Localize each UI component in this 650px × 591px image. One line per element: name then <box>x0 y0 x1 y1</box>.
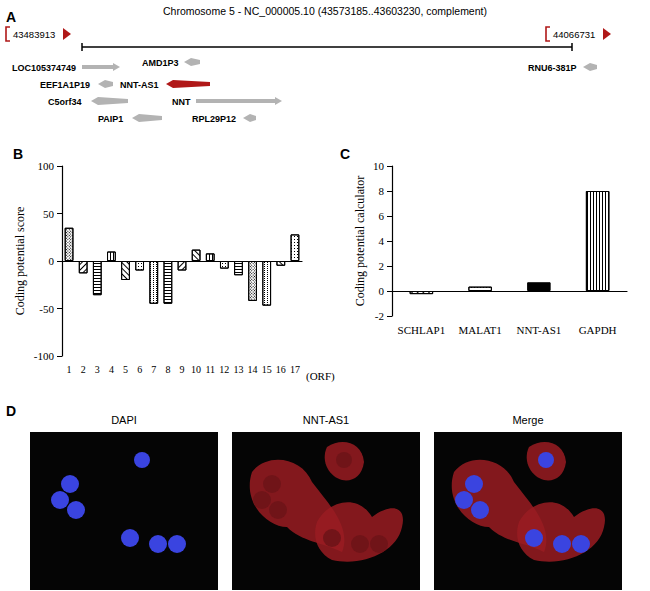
svg-text:A: A <box>6 9 16 25</box>
svg-text:SCHLAP1: SCHLAP1 <box>398 324 446 336</box>
svg-text:RPL29P12: RPL29P12 <box>192 114 236 124</box>
svg-text:0: 0 <box>379 285 385 297</box>
svg-text:RNU6-381P: RNU6-381P <box>528 63 577 73</box>
svg-text:43483913: 43483913 <box>13 29 55 40</box>
svg-text:8: 8 <box>379 185 385 197</box>
svg-text:-100: -100 <box>34 350 55 362</box>
svg-text:NNT: NNT <box>172 97 191 107</box>
svg-text:16: 16 <box>276 364 286 375</box>
svg-text:17: 17 <box>290 364 300 375</box>
svg-text:Coding potential calculator: Coding potential calculator <box>353 176 367 307</box>
svg-text:15: 15 <box>262 364 272 375</box>
svg-text:2: 2 <box>379 260 385 272</box>
svg-text:AMD1P3: AMD1P3 <box>142 58 179 68</box>
svg-text:11: 11 <box>205 364 215 375</box>
svg-text:LOC105374749: LOC105374749 <box>12 63 76 73</box>
svg-text:EEF1A1P19: EEF1A1P19 <box>40 80 90 90</box>
svg-text:(ORF): (ORF) <box>306 370 335 383</box>
svg-text:10: 10 <box>373 160 385 172</box>
svg-text:100: 100 <box>38 160 55 172</box>
svg-text:NNT-AS1: NNT-AS1 <box>120 80 159 90</box>
svg-text:PAIP1: PAIP1 <box>98 114 123 124</box>
svg-text:6: 6 <box>137 364 142 375</box>
svg-text:4: 4 <box>379 235 385 247</box>
svg-text:Merge: Merge <box>512 414 543 426</box>
svg-text:MALAT1: MALAT1 <box>458 324 501 336</box>
svg-text:-2: -2 <box>375 310 384 322</box>
svg-text:6: 6 <box>379 210 385 222</box>
svg-text:Coding potential score: Coding potential score <box>13 207 27 316</box>
svg-text:9: 9 <box>180 364 185 375</box>
svg-text:7: 7 <box>151 364 156 375</box>
svg-text:C5orf34: C5orf34 <box>48 97 82 107</box>
svg-text:10: 10 <box>191 364 201 375</box>
svg-text:NNT-AS1: NNT-AS1 <box>516 324 561 336</box>
svg-text:2: 2 <box>81 364 86 375</box>
svg-text:NNT-AS1: NNT-AS1 <box>303 414 349 426</box>
svg-text:GAPDH: GAPDH <box>579 324 617 336</box>
svg-text:B: B <box>13 146 23 162</box>
svg-text:5: 5 <box>123 364 128 375</box>
svg-text:4: 4 <box>109 364 114 375</box>
svg-text:14: 14 <box>248 364 258 375</box>
svg-text:C: C <box>340 146 350 162</box>
svg-text:D: D <box>6 403 16 419</box>
svg-text:0: 0 <box>49 255 55 267</box>
svg-text:Chromosome 5 - NC_000005.10 (4: Chromosome 5 - NC_000005.10 (43573185..4… <box>163 5 487 17</box>
svg-text:44066731: 44066731 <box>553 29 595 40</box>
svg-text:8: 8 <box>165 364 170 375</box>
svg-text:-50: -50 <box>39 303 54 315</box>
svg-text:50: 50 <box>43 208 55 220</box>
svg-text:3: 3 <box>95 364 100 375</box>
svg-text:1: 1 <box>67 364 72 375</box>
svg-text:12: 12 <box>219 364 229 375</box>
svg-text:DAPI: DAPI <box>111 414 137 426</box>
svg-text:13: 13 <box>233 364 243 375</box>
